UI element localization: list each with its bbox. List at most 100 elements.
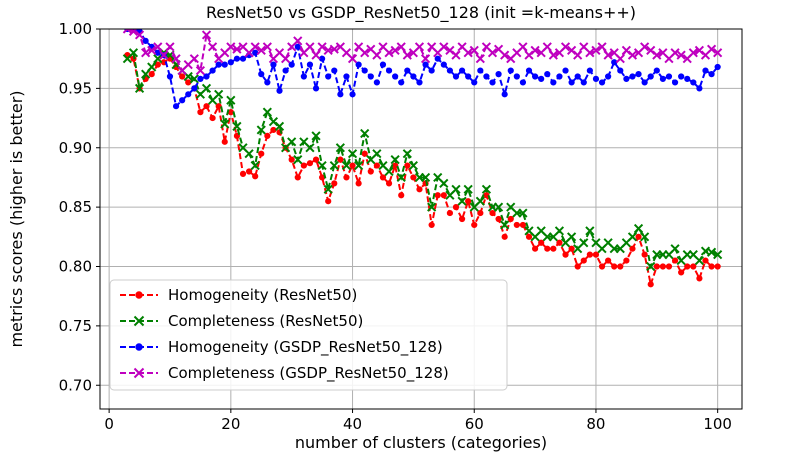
series-1-point [361, 150, 368, 157]
series-2-point [274, 121, 285, 131]
series-3-point [586, 67, 593, 74]
series-4-point [706, 44, 717, 54]
series-1-point [458, 215, 466, 223]
series-2-point [402, 149, 412, 159]
series-4-point [207, 42, 218, 52]
series-3-point [592, 75, 600, 82]
series-2-point [232, 121, 242, 131]
series-2-point [633, 223, 644, 234]
series-4-point [518, 42, 528, 52]
series-1-point [562, 251, 569, 258]
legend-label: Homogeneity (ResNet50) [168, 286, 357, 304]
series-2-point [384, 166, 394, 177]
series-3-point [288, 61, 295, 68]
series-2-point [451, 184, 461, 194]
series-3-point [458, 67, 466, 74]
series-2-point [214, 89, 224, 99]
series-2-point [500, 220, 510, 230]
legend-item: Homogeneity (ResNet50) [120, 286, 357, 304]
series-3-point [684, 75, 691, 82]
series-1-point [209, 114, 216, 122]
series-3-point [227, 59, 234, 66]
series-2-point [147, 62, 157, 72]
series-3-point [215, 61, 222, 68]
series-1-point [635, 233, 642, 240]
series-1-point [513, 221, 520, 229]
series-2-point [493, 202, 504, 212]
series-1-point [185, 79, 192, 86]
series-2-point [323, 184, 333, 194]
series-4-point [256, 45, 266, 55]
series-4-point [652, 50, 662, 60]
series-3-point [653, 67, 660, 74]
series-3-point [367, 73, 374, 80]
series-2-point [360, 128, 370, 139]
series-1-point [538, 239, 545, 246]
series-2-point [579, 238, 589, 248]
series-1-point [684, 263, 691, 270]
legend-label: Homogeneity (GSDP_ResNet50_128) [168, 338, 443, 357]
series-4-point [329, 44, 339, 54]
series-3-point [501, 91, 508, 98]
series-4-point [627, 50, 638, 60]
series-1-point [495, 215, 502, 223]
series-3-point [574, 73, 581, 80]
series-2-point [554, 226, 565, 236]
series-3-point [471, 79, 478, 86]
series-3-point [179, 97, 186, 104]
series-4-point [147, 45, 157, 55]
series-1-point [690, 263, 697, 270]
series-3-point [678, 73, 685, 80]
series-2-point [226, 95, 236, 105]
series-2-point [256, 125, 266, 135]
series-1-point [465, 198, 472, 205]
series-1-point [702, 257, 709, 264]
series-1-point [288, 156, 295, 163]
series-3-point [605, 73, 612, 80]
series-3-point [641, 79, 648, 86]
series-3-point [264, 79, 271, 86]
series-2-point [518, 208, 528, 218]
series-4-point [487, 48, 498, 58]
series-2-point [354, 160, 364, 171]
series-3-point [306, 61, 314, 68]
series-3-point [483, 73, 490, 80]
series-1-point [264, 132, 271, 139]
series-3-point [209, 67, 216, 74]
series-2-point [627, 232, 638, 242]
series-1-point [245, 168, 253, 175]
series-1-point [708, 263, 715, 270]
series-2-point [335, 143, 345, 153]
series-3-point [337, 91, 344, 98]
series-4-point [548, 50, 558, 60]
series-3-point [197, 75, 204, 82]
series-1-point [446, 209, 454, 217]
series-4-point [500, 50, 510, 60]
series-3-point [531, 73, 539, 80]
series-3-point [398, 79, 405, 86]
series-1-point [519, 221, 527, 229]
series-3 [124, 29, 721, 110]
series-3-point [233, 55, 241, 62]
series-1-point [489, 209, 496, 217]
y-tick-label: 0.95 [59, 79, 92, 97]
series-2-point [481, 184, 492, 194]
series-2-point [293, 155, 303, 165]
series-2-point [567, 232, 577, 242]
series-1-point [647, 281, 654, 288]
series-3-point [538, 75, 545, 82]
series-4-point [317, 42, 327, 52]
series-2-point [670, 244, 680, 254]
series-4-point [573, 50, 583, 60]
series-2-point [341, 160, 352, 171]
series-2-point [134, 83, 145, 93]
series-1-point [611, 263, 618, 270]
ticks: 0 20 40 60 80 100 0.70 0.75 0.80 0.85 0.90 0.95 1.00 [59, 20, 732, 433]
series-1-point [568, 245, 575, 252]
series-3-point [696, 85, 703, 92]
series-3-point [221, 61, 228, 68]
series-3-point [185, 91, 192, 98]
series-3-point [203, 73, 210, 80]
series-3-point [258, 71, 265, 78]
